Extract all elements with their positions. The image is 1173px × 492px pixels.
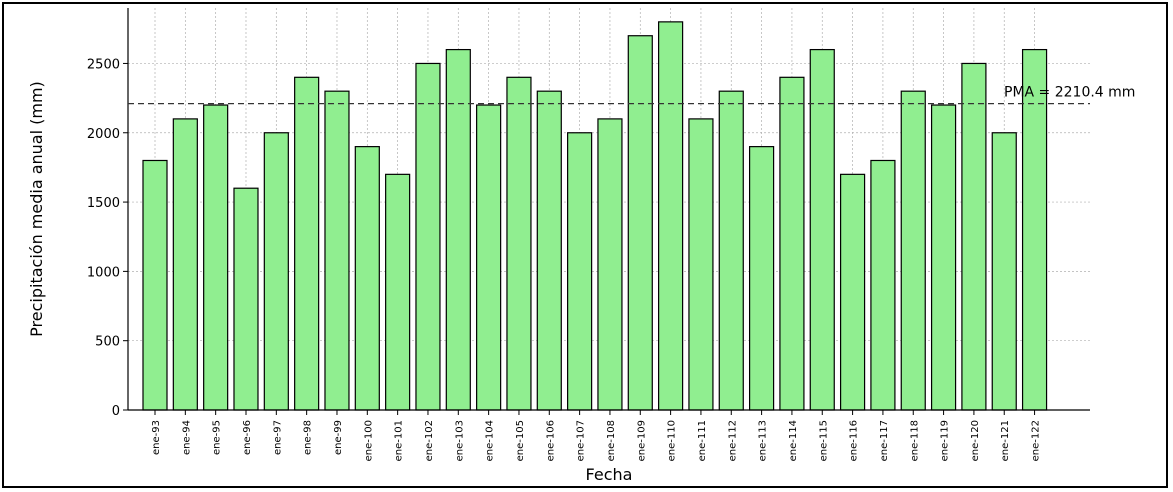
bar-ene-94 [172,118,198,411]
x-tick-label: ene-102 [424,420,435,461]
x-tick-label: ene-119 [940,420,951,461]
bar-ene-95 [203,104,229,411]
bars-layer [142,21,1048,411]
x-tick-label: ene-101 [394,420,405,461]
x-tick-label: ene-120 [970,420,981,461]
x-tick-label: ene-99 [333,420,344,455]
y-tick-label: 1500 [87,196,120,211]
bar-ene-116 [839,173,866,411]
bar-ene-121 [991,132,1017,411]
bar-ene-112 [718,90,744,411]
x-tick-label: ene-105 [515,420,526,461]
x-tick-label: ene-104 [485,420,496,461]
x-tick-label: ene-95 [212,420,223,455]
x-tick-label: ene-98 [303,420,314,455]
bar-ene-119 [930,104,957,411]
x-tick-label: ene-100 [363,420,374,461]
bar-ene-122 [1021,48,1048,411]
x-tick-label: ene-110 [667,420,678,461]
reference-layer: PMA = 2210.4 mm [128,85,1135,105]
bar-ene-105 [506,76,532,411]
x-tick-label: ene-94 [181,420,192,455]
reference-line-label: PMA = 2210.4 mm [1004,85,1135,101]
y-tick-label: 1000 [87,265,120,280]
x-tick-label: ene-113 [758,420,769,461]
x-tick-label: ene-111 [697,420,708,461]
bar-chart: 0 500 1000 1500 2000 2500 ene-93 ene-94 ene-95 en… [27,8,1135,484]
x-tick-label: ene-103 [454,420,465,461]
bar-ene-93 [142,159,168,411]
bar-ene-102 [415,62,441,411]
x-tick-label: ene-112 [727,420,738,461]
x-tick-label: ene-115 [818,420,829,461]
bar-ene-120 [961,62,987,411]
y-tick-label: 0 [112,404,120,419]
y-axis-label: Precipitación media anual (mm) [27,81,46,337]
bar-ene-104 [476,104,502,411]
bar-ene-108 [597,118,623,411]
x-tick-label: ene-117 [879,420,890,461]
bar-ene-113 [748,146,775,411]
y-tick-label: 2500 [87,57,120,72]
x-tick-label: ene-114 [788,420,799,461]
x-tick-label: ene-108 [606,420,617,461]
bar-ene-111 [688,118,714,411]
bar-ene-106 [536,90,562,411]
axes-layer: 0 500 1000 1500 2000 2500 ene-93 ene-94 ene-95 en… [87,8,1090,461]
bar-ene-118 [900,90,926,411]
y-tick-label: 500 [95,335,120,350]
bar-ene-103 [445,48,471,411]
bar-ene-110 [658,21,684,411]
bar-ene-99 [324,90,350,411]
bar-ene-109 [627,35,653,411]
x-tick-label: ene-121 [1000,420,1011,461]
x-tick-label: ene-122 [1031,420,1042,461]
y-tick-label: 2000 [87,127,120,142]
bar-ene-107 [567,132,593,411]
x-tick-label: ene-118 [909,420,920,461]
x-tick-label: ene-109 [636,420,647,461]
bar-ene-97 [263,132,289,411]
bar-ene-98 [294,76,320,411]
bar-ene-96 [233,187,259,411]
bar-ene-100 [354,146,380,411]
x-tick-label: ene-106 [545,420,556,461]
x-tick-label: ene-93 [151,420,162,455]
x-tick-label: ene-96 [242,420,253,455]
x-tick-label: ene-107 [576,420,587,461]
bar-ene-114 [779,76,805,411]
bar-ene-101 [385,173,411,411]
x-tick-label: ene-97 [272,420,283,455]
bar-ene-117 [870,159,896,411]
bar-ene-115 [809,48,835,411]
x-tick-label: ene-116 [849,420,860,461]
x-axis-label: Fecha [586,465,633,484]
